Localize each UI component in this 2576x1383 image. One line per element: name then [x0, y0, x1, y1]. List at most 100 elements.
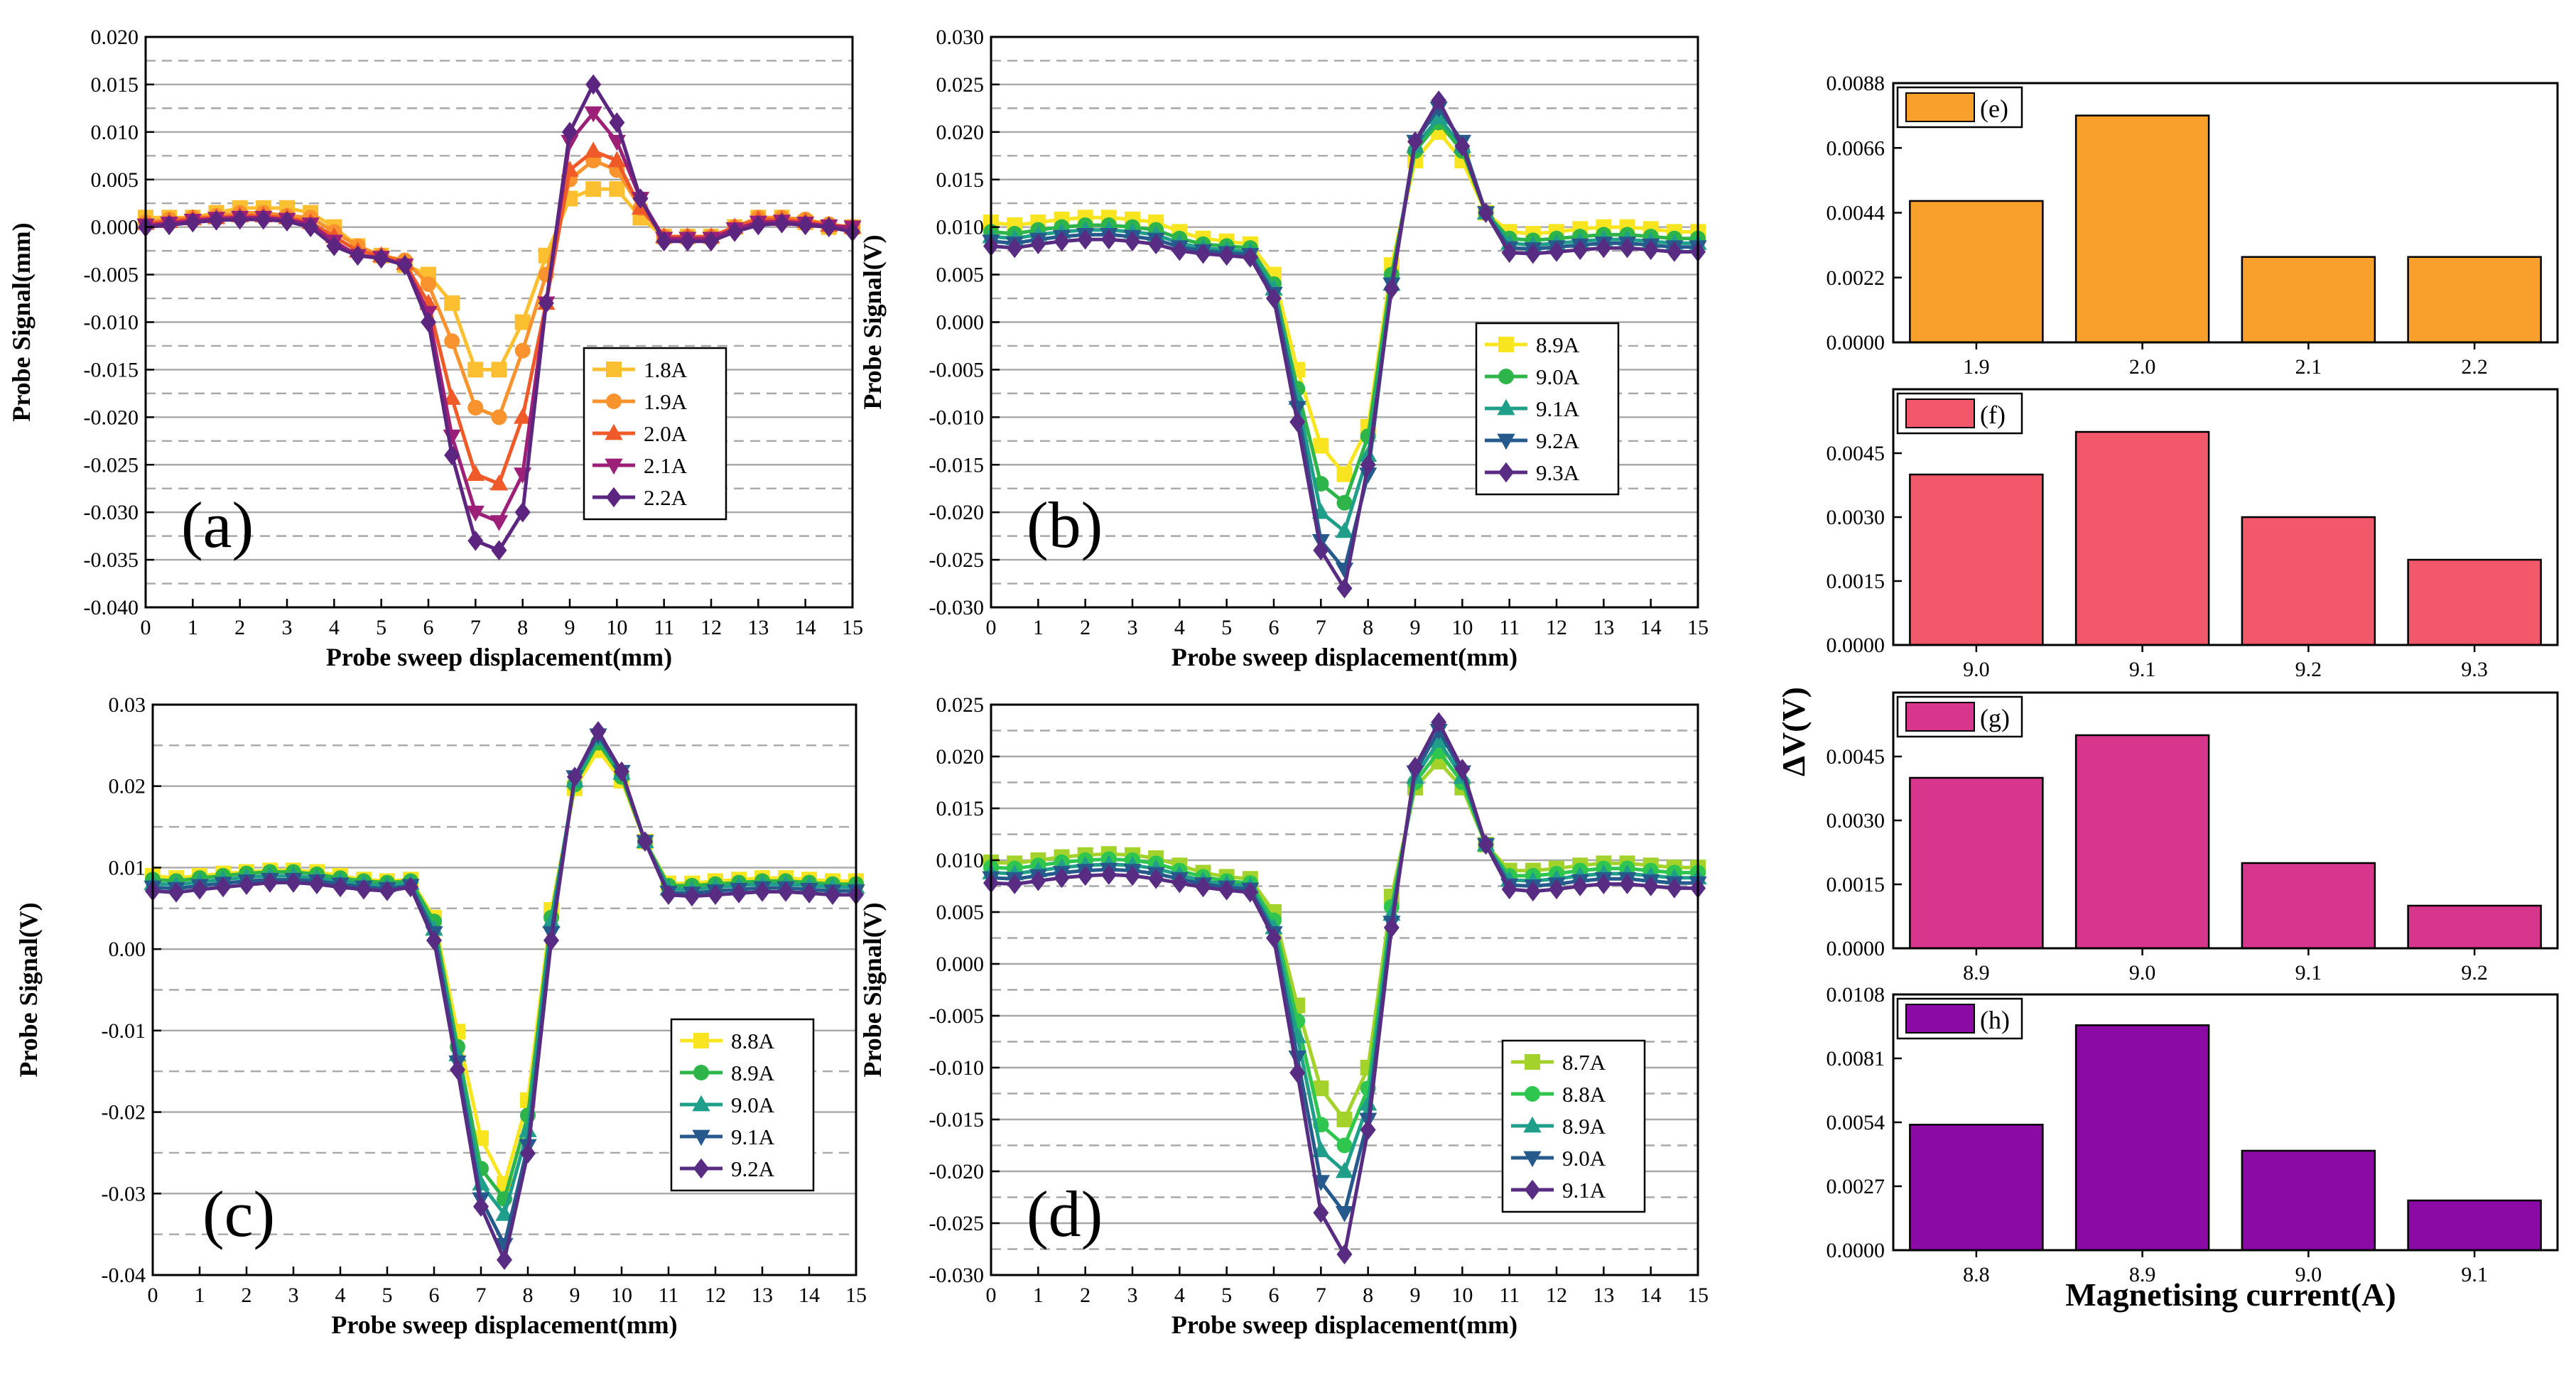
y-tick-label: 0.0015	[1827, 570, 1885, 593]
x-tick-label: 2.1	[2295, 355, 2322, 379]
data-point	[1336, 1137, 1353, 1154]
chart-a: 0 1 2 3 4 5 6 7 8 9 10 11 12 13 14 150.0200.0150.0100.0…	[7, 26, 863, 671]
x-tick-label: 9.1	[2295, 961, 2322, 985]
data-point	[754, 882, 770, 902]
data-point	[1666, 878, 1682, 899]
x-tick-label: 14	[1640, 616, 1662, 639]
legend-marker	[1497, 433, 1515, 450]
x-tick-label: 2.0	[2129, 355, 2156, 379]
y-tick-label: 0.025	[936, 73, 985, 97]
data-point	[1478, 202, 1494, 223]
data-point	[309, 874, 325, 894]
data-point	[1218, 245, 1235, 266]
bar	[2074, 1024, 2210, 1252]
legend-label: (g)	[1980, 704, 2010, 732]
y-tick-label: 0.010	[936, 216, 985, 239]
data-point	[661, 884, 676, 905]
legend-label: (f)	[1980, 401, 2006, 429]
x-tick-label: 13	[747, 616, 769, 639]
x-tick-label: 9.1	[2461, 1263, 2488, 1286]
legend-label: 9.2A	[1536, 428, 1580, 453]
x-tick-label: 4	[1174, 616, 1185, 639]
data-point	[1100, 229, 1117, 250]
data-point	[1383, 917, 1400, 938]
y-tick-label: 0.005	[936, 264, 985, 287]
data-point	[1218, 880, 1235, 901]
data-point	[514, 501, 531, 523]
x-tick-label: 3	[288, 1284, 299, 1307]
data-point	[208, 210, 224, 231]
data-point	[542, 911, 561, 928]
data-point	[239, 874, 254, 896]
x-tick-label: 1	[188, 616, 198, 639]
data-point	[466, 465, 485, 481]
legend-marker	[605, 423, 623, 440]
legend-marker	[692, 1095, 710, 1112]
data-point	[192, 879, 207, 900]
data-point	[801, 883, 817, 904]
data-point	[656, 231, 672, 252]
data-point	[1335, 1206, 1354, 1222]
legend: (h)	[1896, 997, 2023, 1040]
y-tick-label: -0.010	[84, 311, 139, 335]
data-point	[1549, 879, 1564, 900]
data-point	[585, 181, 602, 197]
y-tick-label: 0.025	[936, 693, 985, 717]
y-tick-label: 0.020	[936, 121, 985, 144]
x-tick-label: 5	[1221, 616, 1232, 639]
x-tick-label: 1	[195, 1284, 205, 1307]
x-tick-label: 13	[1593, 616, 1614, 639]
x-tick-label: 6	[429, 1284, 440, 1307]
y-axis-label: Probe Signal(V)	[858, 234, 887, 409]
legend-marker	[692, 1129, 710, 1146]
y-axis-label: Probe Signal(V)	[14, 902, 43, 1077]
data-point	[1431, 90, 1447, 111]
legend-label: (e)	[1980, 94, 2008, 123]
data-point	[585, 74, 602, 95]
bar	[2241, 516, 2376, 646]
y-tick-label: 0.0045	[1827, 442, 1885, 465]
data-point	[1407, 131, 1423, 152]
x-tick-label: 15	[842, 616, 863, 639]
data-point	[590, 721, 606, 742]
data-point	[1336, 494, 1353, 511]
data-point	[1100, 864, 1117, 885]
y-tick-label: -0.03	[102, 1182, 146, 1205]
data-point	[679, 231, 696, 252]
y-tick-label: 0.0000	[1827, 937, 1885, 960]
x-tick-label: 9.1	[2129, 658, 2156, 681]
data-point	[286, 872, 301, 893]
x-tick-label: 7	[470, 616, 481, 639]
x-tick-label: 9.0	[2295, 1263, 2322, 1286]
data-point	[1030, 870, 1046, 891]
legend-marker	[606, 362, 622, 377]
data-point	[1336, 577, 1353, 599]
y-tick-label: 0.010	[91, 121, 139, 144]
shared-bar-xlabel: Magnetising current(A)	[2065, 1276, 2396, 1313]
x-axis-label: Probe sweep displacement(mm)	[1171, 1311, 1517, 1339]
x-tick-label: 8.8	[1963, 1263, 1990, 1286]
x-tick-label: 4	[1174, 1284, 1185, 1307]
legend-label: 9.0A	[731, 1092, 775, 1117]
chart-e: 1.9 2.0 2.1 2.2 0.0088 0.0066 0.0044 0.0022 0.00…	[1827, 72, 2559, 379]
series-line	[145, 111, 853, 524]
x-tick-label: 9.0	[1963, 658, 1990, 681]
bar	[2241, 256, 2376, 344]
x-tick-label: 2	[242, 1284, 252, 1307]
data-point	[1054, 231, 1070, 252]
data-point	[489, 474, 509, 491]
y-tick-label: -0.015	[84, 358, 139, 381]
x-tick-label: 14	[799, 1284, 820, 1307]
data-point	[1643, 239, 1659, 261]
x-tick-label: 8	[523, 1284, 534, 1307]
legend-label: 8.9A	[1562, 1114, 1606, 1139]
x-tick-label: 2	[234, 616, 245, 639]
data-point	[421, 276, 436, 292]
data-point	[1454, 136, 1471, 157]
y-tick-label: 0.0054	[1827, 1111, 1885, 1134]
legend-label: 8.8A	[731, 1029, 775, 1053]
y-tick-label: 0.00	[109, 938, 146, 961]
x-axis-label: Probe sweep displacement(mm)	[1171, 643, 1517, 671]
data-point	[703, 231, 719, 252]
panel-label: (b)	[1027, 489, 1103, 561]
